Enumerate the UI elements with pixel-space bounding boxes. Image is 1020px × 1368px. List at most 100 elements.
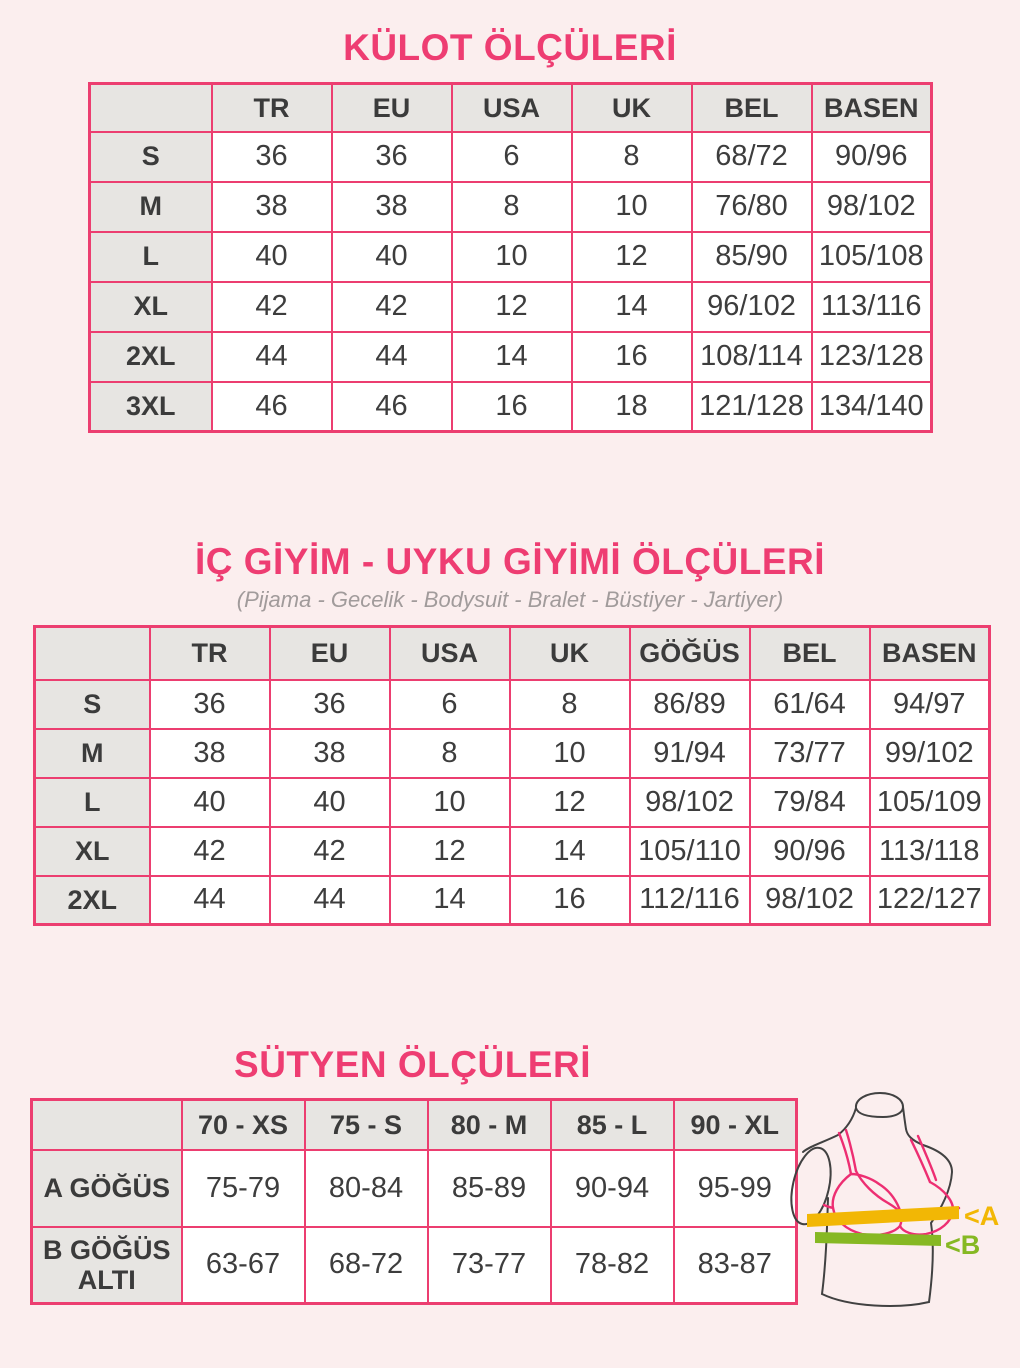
header-row: TR EU USA UK BEL BASEN (88, 82, 933, 133)
corner-cell (33, 625, 151, 681)
column-header: BEL (690, 82, 813, 133)
value-cell: 42 (268, 825, 391, 877)
value-cell: 80-84 (303, 1148, 429, 1228)
value-cell: 76/80 (690, 180, 813, 233)
sutyen-section-title: SÜTYEN ÖLÇÜLERİ (234, 1044, 591, 1085)
value-cell: 12 (450, 280, 573, 333)
value-cell: 105/109 (868, 776, 991, 828)
value-cell: 98/102 (810, 180, 933, 233)
value-cell: 121/128 (690, 380, 813, 433)
value-cell: 40 (330, 230, 453, 283)
value-cell: 36 (148, 678, 271, 730)
table-row: M 38 38 8 10 91/94 73/77 99/102 (33, 727, 991, 779)
column-header: BASEN (810, 82, 933, 133)
row-label: 2XL (33, 874, 151, 926)
underbust-label: <B (945, 1230, 980, 1260)
ic-giyim-size-table: TR EU USA UK GÖĞÜS BEL BASEN S 36 36 6 8 86/89 61/64 9… (33, 625, 991, 926)
column-header: 75 - S (303, 1098, 429, 1151)
row-label: L (88, 230, 213, 283)
value-cell: 10 (450, 230, 573, 283)
row-label: 2XL (88, 330, 213, 383)
table-row: XL 42 42 12 14 105/110 90/96 113/118 (33, 825, 991, 877)
column-header: 80 - M (426, 1098, 552, 1151)
section-kulot: KÜLOT ÖLÇÜLERİ TR EU USA UK BEL BASEN S 36 36 6 8 6… (0, 0, 1020, 433)
value-cell: 18 (570, 380, 693, 433)
value-cell: 38 (148, 727, 271, 779)
header-row: TR EU USA UK GÖĞÜS BEL BASEN (33, 625, 991, 681)
value-cell: 134/140 (810, 380, 933, 433)
value-cell: 79/84 (748, 776, 871, 828)
value-cell: 44 (148, 874, 271, 926)
value-cell: 10 (508, 727, 631, 779)
column-header: GÖĞÜS (628, 625, 751, 681)
value-cell: 95-99 (672, 1148, 798, 1228)
header-row: 70 - XS 75 - S 80 - M 85 - L 90 - XL (30, 1098, 798, 1151)
value-cell: 14 (450, 330, 573, 383)
value-cell: 6 (388, 678, 511, 730)
value-cell: 98/102 (628, 776, 751, 828)
value-cell: 40 (210, 230, 333, 283)
table-row: L 40 40 10 12 85/90 105/108 (88, 230, 933, 283)
table-row: 3XL 46 46 16 18 121/128 134/140 (88, 380, 933, 433)
value-cell: 68-72 (303, 1225, 429, 1305)
table-row: S 36 36 6 8 86/89 61/64 94/97 (33, 678, 991, 730)
value-cell: 122/127 (868, 874, 991, 926)
value-cell: 8 (508, 678, 631, 730)
kulot-size-table: TR EU USA UK BEL BASEN S 36 36 6 8 68/72 90/96 M 38 38 8… (88, 82, 933, 433)
column-header: TR (148, 625, 271, 681)
value-cell: 42 (210, 280, 333, 333)
sutyen-row: 70 - XS 75 - S 80 - M 85 - L 90 - XL A GÖĞÜS 7… (0, 1091, 1020, 1368)
sutyen-size-table: 70 - XS 75 - S 80 - M 85 - L 90 - XL A GÖĞÜS 7… (30, 1098, 798, 1305)
bra-measurement-diagram-icon: <A <B (790, 1091, 999, 1307)
value-cell: 83-87 (672, 1225, 798, 1305)
row-label: XL (33, 825, 151, 877)
corner-cell (88, 82, 213, 133)
row-label: A GÖĞÜS (30, 1148, 183, 1228)
corner-cell (30, 1098, 183, 1151)
value-cell: 8 (450, 180, 573, 233)
row-label: 3XL (88, 380, 213, 433)
value-cell: 91/94 (628, 727, 751, 779)
value-cell: 73/77 (748, 727, 871, 779)
row-label: B GÖĞÜS ALTI (30, 1225, 183, 1305)
value-cell: 14 (388, 874, 511, 926)
table-row: L 40 40 10 12 98/102 79/84 105/109 (33, 776, 991, 828)
value-cell: 85-89 (426, 1148, 552, 1228)
value-cell: 90/96 (810, 130, 933, 183)
row-label: L (33, 776, 151, 828)
column-header: EU (268, 625, 391, 681)
mannequin-torso-icon (790, 1091, 954, 1307)
kulot-section-title: KÜLOT ÖLÇÜLERİ (343, 27, 677, 68)
bust-band-icon (807, 1206, 959, 1227)
value-cell: 61/64 (748, 678, 871, 730)
value-cell: 96/102 (690, 280, 813, 333)
column-header: BASEN (868, 625, 991, 681)
value-cell: 16 (450, 380, 573, 433)
value-cell: 10 (570, 180, 693, 233)
value-cell: 6 (450, 130, 573, 183)
column-header: USA (450, 82, 573, 133)
value-cell: 40 (268, 776, 391, 828)
value-cell: 44 (268, 874, 391, 926)
bust-label: <A (964, 1201, 999, 1231)
value-cell: 16 (508, 874, 631, 926)
section-ic-giyim: İÇ GİYİM - UYKU GİYİMİ ÖLÇÜLERİ (Pijama … (0, 541, 1020, 926)
value-cell: 99/102 (868, 727, 991, 779)
row-label: XL (88, 280, 213, 333)
section-sutyen: SÜTYEN ÖLÇÜLERİ 70 - XS 75 - S 80 - M 85 - … (0, 1044, 1020, 1368)
column-header: 70 - XS (180, 1098, 306, 1151)
column-header: 85 - L (549, 1098, 675, 1151)
column-header: BEL (748, 625, 871, 681)
table-row: 2XL 44 44 14 16 108/114 123/128 (88, 330, 933, 383)
value-cell: 112/116 (628, 874, 751, 926)
table-row: S 36 36 6 8 68/72 90/96 (88, 130, 933, 183)
table-row: 2XL 44 44 14 16 112/116 98/102 122/127 (33, 874, 991, 926)
value-cell: 38 (268, 727, 391, 779)
value-cell: 123/128 (810, 330, 933, 383)
value-cell: 14 (570, 280, 693, 333)
value-cell: 98/102 (748, 874, 871, 926)
value-cell: 78-82 (549, 1225, 675, 1305)
value-cell: 90/96 (748, 825, 871, 877)
column-header: 90 - XL (672, 1098, 798, 1151)
